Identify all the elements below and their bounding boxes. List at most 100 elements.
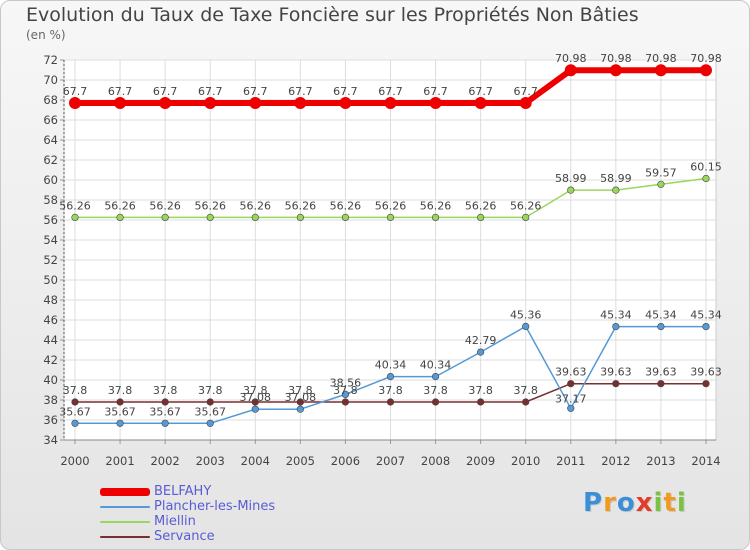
logo-letter: P: [583, 488, 604, 518]
data-label: 67.7: [288, 85, 313, 98]
data-label: 39.63: [690, 366, 722, 379]
x-tick-label: 2007: [376, 454, 405, 468]
x-tick-label: 2002: [150, 454, 179, 468]
data-point: [522, 398, 530, 406]
x-tick-label: 2010: [511, 454, 540, 468]
data-label: 45.36: [510, 308, 542, 321]
data-point: [522, 322, 530, 331]
data-label: 70.98: [600, 52, 632, 65]
logo-letter: t: [663, 488, 677, 518]
y-tick-label: 72: [43, 53, 58, 67]
data-point: [567, 186, 575, 194]
legend-label: Miellin: [154, 514, 196, 529]
data-point: [114, 97, 127, 109]
data-point: [612, 186, 620, 194]
data-point: [69, 97, 81, 109]
data-label: 37.8: [243, 384, 268, 397]
data-point: [657, 180, 665, 188]
data-point: [296, 213, 304, 221]
data-label: 39.63: [645, 366, 677, 379]
x-tick-label: 2004: [241, 454, 270, 468]
data-label: 56.26: [465, 199, 497, 212]
data-point: [657, 380, 665, 388]
legend-item-miellin: Miellin: [100, 514, 275, 529]
legend-item-servance: Servance: [100, 529, 275, 544]
data-label: 35.67: [149, 405, 181, 418]
data-point: [519, 97, 532, 109]
data-label: 39.63: [555, 366, 587, 379]
data-label: 58.99: [555, 172, 587, 185]
data-point: [657, 323, 665, 331]
data-point: [477, 398, 485, 406]
y-tick-label: 66: [43, 113, 58, 127]
data-label: 56.26: [194, 199, 226, 212]
x-tick-label: 2013: [646, 454, 675, 468]
data-label: 56.26: [240, 199, 272, 212]
data-point: [612, 380, 620, 388]
data-point: [431, 398, 440, 406]
data-point: [251, 213, 259, 221]
logo-letter: r: [603, 488, 617, 518]
x-tick-label: 2011: [556, 454, 585, 468]
legend-swatch: [100, 535, 150, 538]
x-tick-label: 2006: [331, 454, 360, 468]
y-tick-label: 68: [43, 93, 58, 107]
data-point: [116, 419, 124, 427]
data-point: [522, 213, 530, 221]
data-point: [296, 405, 304, 413]
data-label: 45.34: [600, 309, 632, 322]
y-tick-label: 46: [43, 313, 58, 327]
data-point: [161, 398, 169, 406]
data-label: 56.26: [285, 199, 317, 212]
x-tick-label: 2014: [691, 454, 720, 468]
data-label: 37.08: [240, 391, 272, 404]
data-point: [294, 97, 307, 109]
data-point: [251, 405, 259, 413]
legend-label: Plancher-les-Mines: [154, 499, 276, 514]
y-tick-label: 38: [43, 393, 58, 407]
logo-letter: i: [676, 488, 687, 518]
legend-swatch: [100, 487, 150, 496]
data-label: 70.98: [645, 52, 677, 65]
data-label: 37.8: [378, 384, 403, 397]
legend-label: BELFAHY: [154, 484, 212, 499]
data-label: 67.7: [468, 85, 493, 98]
data-label: 37.8: [108, 384, 133, 397]
x-tick-label: 2005: [286, 454, 315, 468]
data-point: [296, 398, 304, 406]
chart-title: Evolution du Taux de Taxe Foncière sur l…: [26, 4, 639, 26]
data-label: 37.8: [423, 384, 448, 397]
data-label: 37.8: [333, 384, 358, 397]
y-tick-label: 34: [43, 433, 58, 447]
data-label: 67.7: [423, 85, 448, 98]
data-label: 67.7: [378, 85, 403, 98]
y-axis-unit: (en %): [26, 28, 66, 42]
data-point: [477, 213, 485, 221]
data-label: 40.34: [375, 359, 407, 372]
data-label: 37.8: [468, 384, 493, 397]
y-tick-label: 56: [43, 213, 58, 227]
y-tick-label: 54: [43, 233, 58, 247]
data-label: 56.26: [510, 199, 542, 212]
data-label: 56.26: [59, 199, 91, 212]
data-point: [384, 97, 397, 109]
data-label: 37.8: [513, 384, 538, 397]
y-tick-label: 70: [43, 73, 58, 87]
x-tick-label: 2003: [196, 454, 225, 468]
data-label: 37.08: [285, 391, 317, 404]
data-label: 60.15: [690, 161, 722, 174]
data-point: [71, 213, 79, 221]
data-point: [204, 97, 217, 109]
data-label: 56.26: [149, 199, 181, 212]
data-label: 67.7: [243, 85, 268, 98]
data-label: 67.7: [63, 85, 88, 98]
x-tick-label: 2012: [601, 454, 630, 468]
data-point: [612, 323, 620, 331]
data-label: 58.99: [600, 172, 632, 185]
data-point: [429, 97, 442, 109]
y-tick-label: 60: [43, 173, 58, 187]
data-point: [341, 398, 350, 406]
data-point: [699, 64, 712, 77]
legend: BELFAHY Plancher-les-Mines Miellin Servance: [100, 484, 275, 544]
